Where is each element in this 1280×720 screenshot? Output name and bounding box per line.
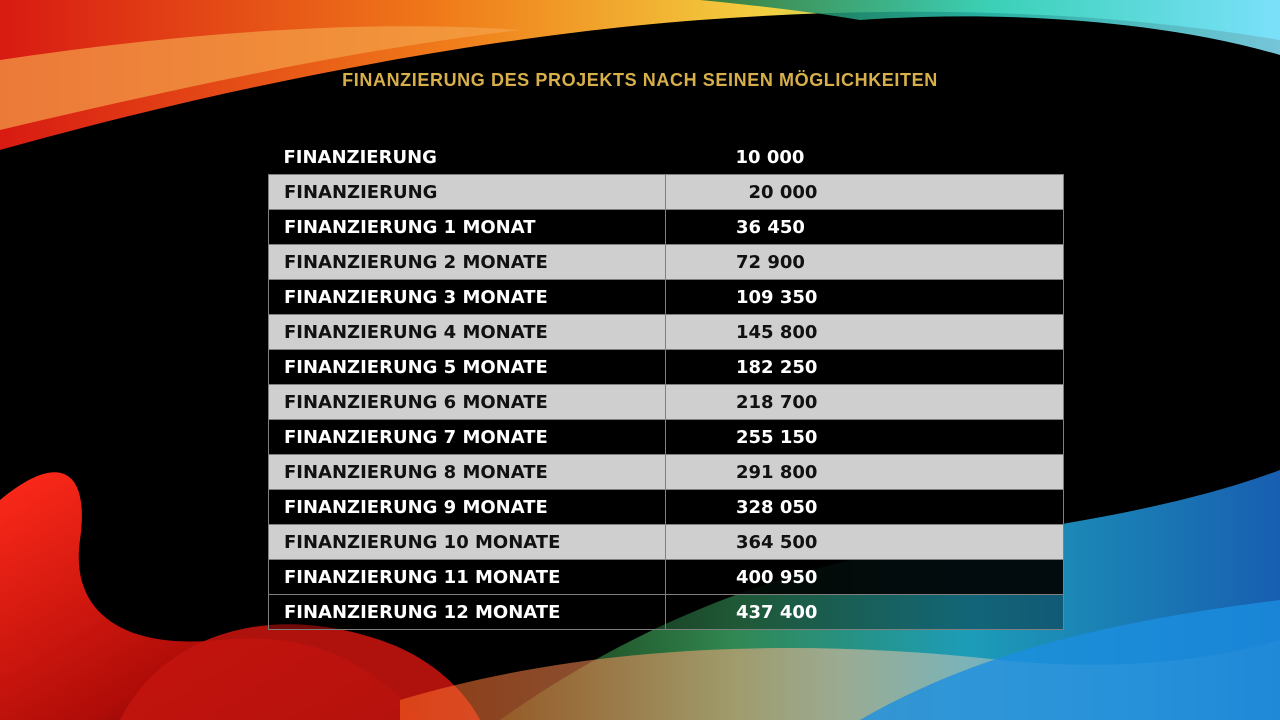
row-value: 72 900 xyxy=(665,244,1064,280)
table-row: FINANZIERUNG 1 MONAT 36 450 xyxy=(268,209,1064,245)
row-value: 109 350 xyxy=(665,279,1064,315)
row-value: 328 050 xyxy=(665,489,1064,525)
row-value: 364 500 xyxy=(665,524,1064,560)
row-label: FINANZIERUNG 10 MONATE xyxy=(268,524,666,560)
row-label: FINANZIERUNG 11 MONATE xyxy=(268,559,666,595)
row-label: FINANZIERUNG xyxy=(283,146,437,168)
row-label: FINANZIERUNG 2 MONATE xyxy=(268,244,666,280)
row-value: 218 700 xyxy=(665,384,1064,420)
table-row: FINANZIERUNG 11 MONATE 400 950 xyxy=(268,559,1064,595)
row-label: FINANZIERUNG 7 MONATE xyxy=(268,419,666,455)
table-row: FINANZIERUNG 4 MONATE 145 800 xyxy=(268,314,1064,350)
table-row: FINANZIERUNG 10 MONATE 364 500 xyxy=(268,524,1064,560)
row-label: FINANZIERUNG 4 MONATE xyxy=(268,314,666,350)
table-row: FINANZIERUNG 5 MONATE 182 250 xyxy=(268,349,1064,385)
row-value: 145 800 xyxy=(665,314,1064,350)
row-label: FINANZIERUNG 12 MONATE xyxy=(268,594,666,630)
table-row: FINANZIERUNG 20 000 xyxy=(268,174,1064,210)
row-value: 36 450 xyxy=(665,209,1064,245)
row-label: FINANZIERUNG 8 MONATE xyxy=(268,454,666,490)
table-row: FINANZIERUNG 7 MONATE 255 150 xyxy=(268,419,1064,455)
financing-table: FINANZIERUNG 10 000 FINANZIERUNG 20 000 … xyxy=(268,140,1064,630)
row-value: 400 950 xyxy=(665,559,1064,595)
table-row: FINANZIERUNG 12 MONATE 437 400 xyxy=(268,594,1064,630)
row-value: 10 000 xyxy=(735,146,805,168)
row-label: FINANZIERUNG 6 MONATE xyxy=(268,384,666,420)
row-label: FINANZIERUNG 3 MONATE xyxy=(268,279,666,315)
row-label: FINANZIERUNG xyxy=(268,174,666,210)
row-label: FINANZIERUNG 5 MONATE xyxy=(268,349,666,385)
row-label: FINANZIERUNG 9 MONATE xyxy=(268,489,666,525)
table-row: FINANZIERUNG 2 MONATE 72 900 xyxy=(268,244,1064,280)
table-row: FINANZIERUNG 9 MONATE 328 050 xyxy=(268,489,1064,525)
slide-title: FINANZIERUNG DES PROJEKTS NACH SEINEN MÖ… xyxy=(342,70,938,90)
row-value: 291 800 xyxy=(665,454,1064,490)
row-value: 437 400 xyxy=(665,594,1064,630)
table-row: FINANZIERUNG 3 MONATE 109 350 xyxy=(268,279,1064,315)
table-row: FINANZIERUNG 6 MONATE 218 700 xyxy=(268,384,1064,420)
table-row: FINANZIERUNG 8 MONATE 291 800 xyxy=(268,454,1064,490)
table-row: FINANZIERUNG 10 000 xyxy=(269,140,1064,175)
row-value: 255 150 xyxy=(665,419,1064,455)
row-value: 182 250 xyxy=(665,349,1064,385)
row-value: 20 000 xyxy=(665,174,1064,210)
row-label: FINANZIERUNG 1 MONAT xyxy=(268,209,666,245)
